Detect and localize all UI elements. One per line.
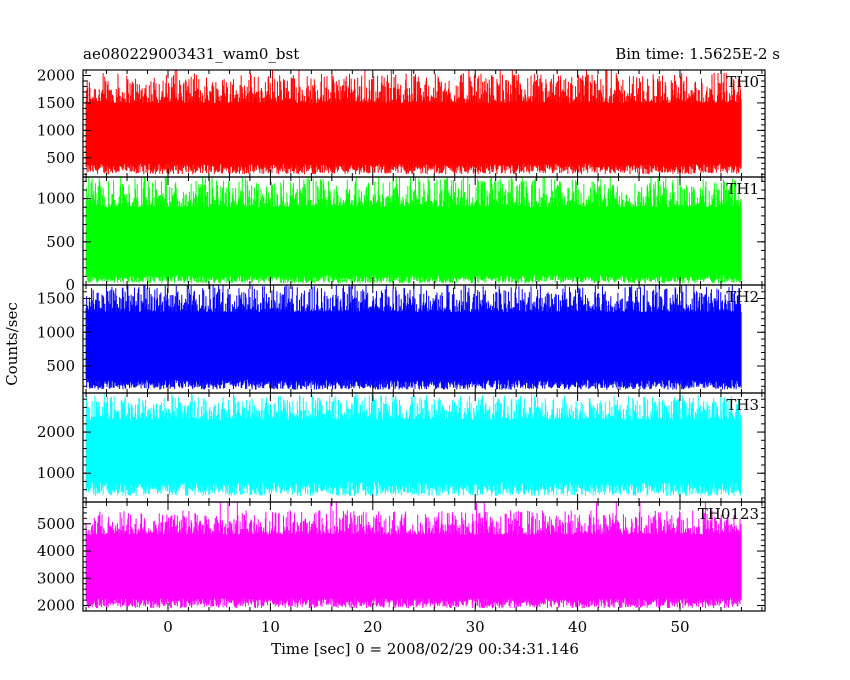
panel-th0: 500 1000 1500 2000 TH0	[37, 64, 765, 177]
series-th2	[86, 279, 741, 389]
y-tick-label: 2000	[37, 66, 75, 84]
panel-th0123: 2000 3000 4000 5000 TH0123	[37, 494, 765, 614]
panel-label: TH3	[726, 396, 759, 414]
x-tick-label: 50	[670, 618, 689, 636]
chart-title: ae080229003431_wam0_bst	[83, 45, 299, 63]
panel-label: TH1	[726, 180, 759, 198]
y-tick-label: 500	[46, 149, 75, 167]
y-tick-label: 500	[46, 357, 75, 375]
panel-th3: 1000 2000 TH3	[37, 387, 765, 502]
y-tick-label: 500	[46, 233, 75, 251]
panel-label: TH0123	[698, 505, 759, 523]
y-tick-label: 3000	[37, 569, 75, 587]
bin-time-label: Bin time: 1.5625E-2 s	[615, 45, 780, 63]
panel-th2: 500 1000 1500 TH2	[37, 279, 765, 393]
series-th3	[86, 387, 741, 496]
series-th1	[86, 172, 741, 284]
y-tick-label: 2000	[37, 423, 75, 441]
y-tick-label: 1000	[37, 323, 75, 341]
x-tick-label: 40	[568, 618, 587, 636]
y-tick-label: 1000	[37, 190, 75, 208]
x-tick-label: 0	[163, 618, 173, 636]
y-tick-label: 1500	[37, 94, 75, 112]
x-axis-label: Time [sec] 0 = 2008/02/29 00:34:31.146	[271, 640, 579, 658]
y-tick-label: 5000	[37, 515, 75, 533]
y-axis-label: Counts/sec	[3, 302, 21, 386]
lightcurve-chart: ae080229003431_wam0_bst Bin time: 1.5625…	[0, 0, 850, 680]
series-th0	[86, 64, 741, 174]
y-tick-label: 4000	[37, 542, 75, 560]
x-tick-label: 20	[363, 618, 382, 636]
y-tick-label: 2000	[37, 597, 75, 615]
series-th0123	[86, 494, 741, 608]
panel-label: TH0	[726, 73, 759, 91]
y-tick-label: 1000	[37, 121, 75, 139]
y-tick-label: 1500	[37, 290, 75, 308]
panel-label: TH2	[726, 288, 759, 306]
y-tick-label: 1000	[37, 464, 75, 482]
x-tick-label: 30	[466, 618, 485, 636]
x-axis: 0 10 20 30 40 50	[163, 618, 689, 636]
x-tick-label: 10	[261, 618, 280, 636]
